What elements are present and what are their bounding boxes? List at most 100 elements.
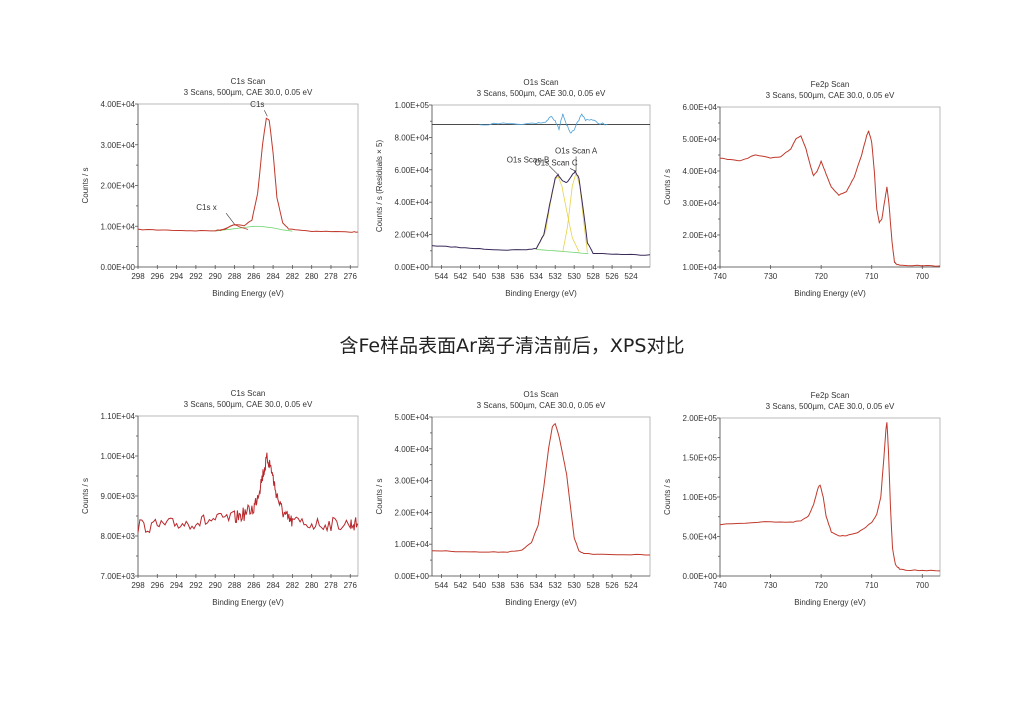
chart-subtitle: 3 Scans, 500µm, CAE 30.0, 0.05 eV [477, 401, 606, 410]
chart-subtitle: 3 Scans, 500µm, CAE 30.0, 0.05 eV [184, 400, 313, 409]
y-axis-label: Counts / s [81, 167, 90, 203]
y-tick-label: 9.00E+03 [101, 492, 136, 501]
x-axis-label: Binding Energy (eV) [505, 598, 577, 607]
x-tick-label: 538 [492, 272, 506, 281]
chart-5: O1s Scan 3 Scans, 500µm, CAE 30.0, 0.05 e… [375, 390, 651, 607]
x-tick-label: 542 [454, 581, 468, 590]
series-residuals [479, 113, 608, 134]
y-tick-label: 1.00E+04 [395, 540, 430, 549]
series-envelope [431, 169, 651, 256]
x-tick-label: 700 [916, 272, 930, 281]
chart-title: O1s Scan [523, 390, 558, 399]
chart-4: C1s Scan 3 Scans, 500µm, CAE 30.0, 0.05 e… [81, 389, 359, 607]
x-tick-label: 526 [605, 272, 619, 281]
x-tick-label: 284 [266, 581, 280, 590]
x-tick-label: 530 [567, 272, 581, 281]
peak-annotation: C1s [250, 100, 264, 109]
x-tick-label: 528 [586, 272, 600, 281]
series-envelope [431, 422, 650, 556]
x-tick-label: 292 [189, 581, 203, 590]
x-tick-label: 710 [865, 272, 879, 281]
chart-3: Fe2p Scan 3 Scans, 500µm, CAE 30.0, 0.05 … [663, 80, 941, 298]
y-tick-label: 8.00E+04 [395, 133, 430, 142]
peak-annotation: O1s Scan C [534, 158, 577, 167]
x-tick-label: 534 [530, 581, 544, 590]
chart-title: Fe2p Scan [811, 80, 850, 89]
peak-annotation: O1s Scan A [555, 146, 598, 155]
y-axis-label: Counts / s [663, 169, 672, 205]
x-tick-label: 292 [189, 272, 203, 281]
y-tick-label: 6.00E+04 [683, 103, 718, 112]
x-tick-label: 282 [286, 581, 300, 590]
y-tick-label: 0.00E+00 [395, 263, 430, 272]
y-tick-label: 2.00E+04 [395, 508, 430, 517]
y-tick-label: 4.00E+04 [395, 198, 430, 207]
annotation-leader [264, 110, 268, 117]
x-tick-label: 528 [586, 581, 600, 590]
series-background [536, 249, 589, 255]
x-tick-label: 524 [624, 581, 638, 590]
x-tick-label: 720 [814, 581, 828, 590]
x-tick-label: 536 [511, 581, 525, 590]
x-tick-label: 290 [209, 272, 223, 281]
y-tick-label: 1.00E+04 [101, 452, 136, 461]
x-tick-label: 280 [305, 581, 319, 590]
y-tick-label: 5.00E+04 [395, 413, 430, 422]
chart-1: C1s Scan 3 Scans, 500µm, CAE 30.0, 0.05 e… [81, 77, 359, 298]
x-tick-label: 730 [764, 272, 778, 281]
x-tick-label: 284 [266, 272, 280, 281]
x-tick-label: 538 [492, 581, 506, 590]
x-axis-label: Binding Energy (eV) [794, 598, 866, 607]
series-envelope [137, 452, 359, 534]
x-tick-label: 276 [344, 581, 358, 590]
series-component [535, 175, 580, 252]
chart-subtitle: 3 Scans, 500µm, CAE 30.0, 0.05 eV [766, 91, 895, 100]
peak-annotation: O1s Scan B [507, 156, 550, 165]
x-tick-label: 290 [209, 581, 223, 590]
chart-subtitle: 3 Scans, 500µm, CAE 30.0, 0.05 eV [477, 89, 606, 98]
y-axis-label: Counts / s [81, 478, 90, 514]
x-tick-label: 294 [170, 272, 184, 281]
x-tick-label: 532 [549, 272, 563, 281]
x-tick-label: 700 [916, 581, 930, 590]
chart-title: C1s Scan [231, 77, 266, 86]
y-tick-label: 5.00E+04 [683, 533, 718, 542]
chart-subtitle: 3 Scans, 500µm, CAE 30.0, 0.05 eV [766, 402, 895, 411]
x-tick-label: 286 [247, 272, 261, 281]
x-tick-label: 740 [713, 581, 727, 590]
y-tick-label: 0.00E+00 [395, 572, 430, 581]
y-tick-label: 3.00E+04 [101, 141, 136, 150]
x-tick-label: 540 [473, 581, 487, 590]
y-tick-label: 6.00E+04 [395, 166, 430, 175]
x-tick-label: 278 [324, 581, 338, 590]
series-envelope [719, 130, 941, 267]
chart-title: O1s Scan [523, 78, 558, 87]
x-tick-label: 534 [530, 272, 544, 281]
headline: 含Fe样品表面Ar离子清洁前后，XPS对比 [340, 335, 685, 357]
y-tick-label: 4.00E+04 [395, 445, 430, 454]
y-tick-label: 4.00E+04 [101, 100, 136, 109]
x-tick-label: 296 [151, 581, 165, 590]
chart-title: C1s Scan [231, 389, 266, 398]
chart-subtitle: 3 Scans, 500µm, CAE 30.0, 0.05 eV [184, 88, 313, 97]
x-tick-label: 544 [435, 581, 449, 590]
series-envelope [719, 422, 941, 572]
y-axis-label: Counts / s [663, 479, 672, 515]
x-tick-label: 288 [228, 581, 242, 590]
x-axis-label: Binding Energy (eV) [212, 289, 284, 298]
series-envelope [137, 117, 359, 233]
y-tick-label: 5.00E+04 [683, 135, 718, 144]
x-tick-label: 286 [247, 581, 261, 590]
y-tick-label: 1.00E+05 [395, 101, 430, 110]
x-tick-label: 544 [435, 272, 449, 281]
y-tick-label: 3.00E+04 [683, 199, 718, 208]
annotation-leader [548, 165, 559, 175]
x-tick-label: 296 [151, 272, 165, 281]
x-axis-label: Binding Energy (eV) [212, 598, 284, 607]
x-tick-label: 280 [305, 272, 319, 281]
x-tick-label: 542 [454, 272, 468, 281]
chart-2: O1s Scan 3 Scans, 500µm, CAE 30.0, 0.05 e… [375, 78, 651, 298]
x-tick-label: 540 [473, 272, 487, 281]
